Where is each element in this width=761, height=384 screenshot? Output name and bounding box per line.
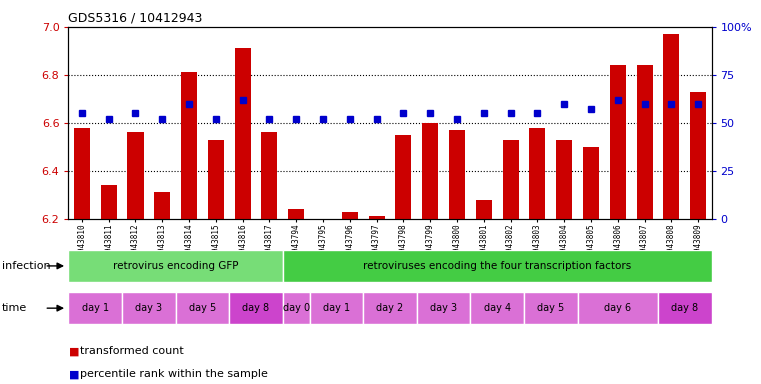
Text: day 1: day 1 [323, 303, 350, 313]
Bar [127, 132, 144, 219]
Bar [208, 140, 224, 219]
Bar [368, 217, 384, 219]
Text: GDS5316 / 10412943: GDS5316 / 10412943 [68, 11, 203, 24]
Text: retroviruses encoding the four transcription factors: retroviruses encoding the four transcrip… [363, 261, 632, 271]
FancyBboxPatch shape [658, 293, 712, 324]
FancyBboxPatch shape [229, 293, 283, 324]
Bar [476, 200, 492, 219]
FancyBboxPatch shape [417, 293, 470, 324]
FancyBboxPatch shape [524, 293, 578, 324]
Text: day 0: day 0 [282, 303, 310, 313]
FancyBboxPatch shape [470, 293, 524, 324]
Text: day 1: day 1 [81, 303, 109, 313]
Text: day 5: day 5 [189, 303, 216, 313]
Bar [664, 34, 680, 219]
Bar [100, 185, 116, 219]
FancyBboxPatch shape [283, 250, 712, 281]
Bar [262, 132, 278, 219]
Bar [690, 92, 706, 219]
Bar [74, 128, 90, 219]
Bar [556, 140, 572, 219]
Text: percentile rank within the sample: percentile rank within the sample [80, 369, 268, 379]
Text: ■: ■ [68, 369, 79, 379]
Text: day 8: day 8 [243, 303, 269, 313]
FancyBboxPatch shape [68, 293, 122, 324]
Bar [288, 209, 304, 219]
Text: day 8: day 8 [671, 303, 699, 313]
Text: infection: infection [2, 261, 50, 271]
Bar [610, 65, 626, 219]
FancyBboxPatch shape [176, 293, 229, 324]
FancyBboxPatch shape [578, 293, 658, 324]
Text: time: time [2, 303, 27, 313]
Bar [154, 192, 170, 219]
FancyBboxPatch shape [310, 293, 363, 324]
FancyBboxPatch shape [363, 293, 417, 324]
Bar [530, 128, 546, 219]
Text: day 6: day 6 [604, 303, 632, 313]
Text: day 4: day 4 [484, 303, 511, 313]
Bar [181, 73, 197, 219]
Bar [502, 140, 519, 219]
Bar [396, 135, 412, 219]
Text: day 2: day 2 [377, 303, 403, 313]
Text: transformed count: transformed count [80, 346, 183, 356]
Text: day 5: day 5 [537, 303, 565, 313]
FancyBboxPatch shape [68, 250, 283, 281]
Bar [342, 212, 358, 219]
FancyBboxPatch shape [283, 293, 310, 324]
Text: day 3: day 3 [430, 303, 457, 313]
Text: ■: ■ [68, 346, 79, 356]
FancyBboxPatch shape [122, 293, 176, 324]
Bar [636, 65, 653, 219]
Text: retrovirus encoding GFP: retrovirus encoding GFP [113, 261, 238, 271]
Bar [422, 123, 438, 219]
Bar [234, 48, 250, 219]
Text: day 3: day 3 [135, 303, 162, 313]
Bar [449, 130, 465, 219]
Bar [583, 147, 599, 219]
